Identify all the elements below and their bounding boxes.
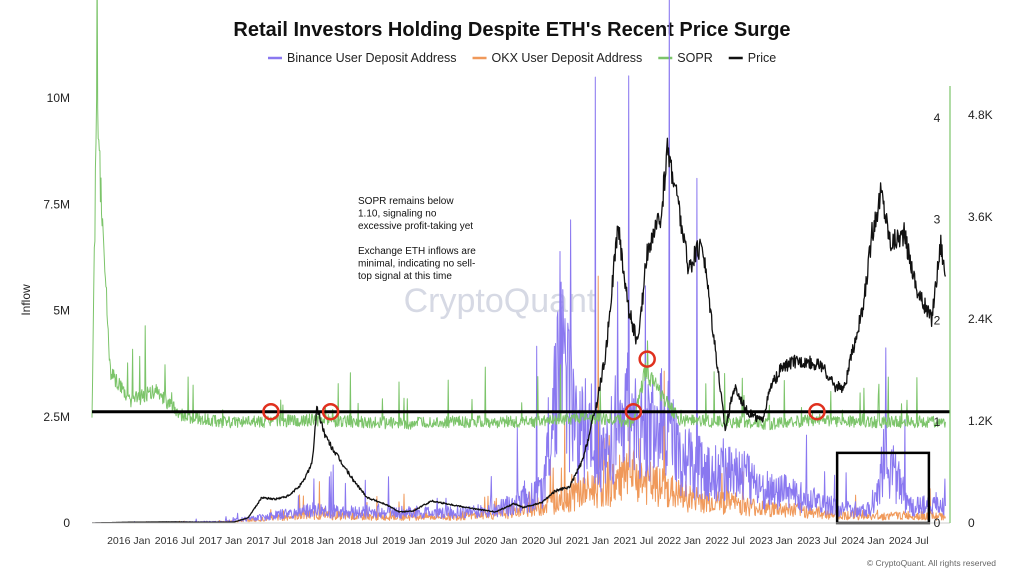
y-tick-sopr-0: 0 — [934, 516, 941, 530]
y-tick-left-0: 0 — [63, 516, 70, 530]
y-tick-sopr-3: 3 — [934, 212, 941, 226]
x-tick-5: 2018 Jul — [338, 535, 378, 547]
x-tick-1: 2016 Jul — [155, 535, 195, 547]
y-tick-price-0: 0 — [968, 516, 975, 530]
x-tick-8: 2020 Jan — [474, 535, 517, 547]
x-tick-6: 2019 Jan — [382, 535, 425, 547]
annotation-line-6: top signal at this time — [358, 271, 452, 282]
x-tick-14: 2023 Jan — [749, 535, 792, 547]
y-tick-price-1: 1.2K — [968, 414, 993, 428]
chart-title: Retail Investors Holding Despite ETH's R… — [233, 19, 790, 41]
legend-item-2: SOPR — [658, 51, 713, 65]
highlight-circle-3 — [638, 350, 656, 368]
y-tick-price-3: 3.6K — [968, 210, 993, 224]
legend-item-0: Binance User Deposit Address — [268, 51, 457, 65]
annotation-line-0: SOPR remains below — [358, 196, 454, 207]
x-tick-3: 2017 Jul — [247, 535, 287, 547]
annotation-text: SOPR remains below 1.10, signaling noexce… — [358, 196, 476, 282]
y-tick-left-2: 5M — [53, 304, 70, 318]
x-tick-13: 2022 Jul — [705, 535, 745, 547]
x-tick-12: 2022 Jan — [658, 535, 701, 547]
annotation-line-4: Exchange ETH inflows are — [358, 246, 476, 257]
y-tick-left-1: 2.5M — [43, 410, 70, 424]
series-line-binance-user-deposit-address — [92, 0, 946, 524]
x-tick-9: 2020 Jul — [522, 535, 562, 547]
watermark: CryptoQuant — [404, 282, 597, 320]
y-tick-price-4: 4.8K — [968, 108, 993, 122]
highlight-circle-0 — [262, 402, 280, 421]
legend-label-2: SOPR — [677, 51, 712, 65]
y-tick-price-2: 2.4K — [968, 312, 993, 326]
legend-label-0: Binance User Deposit Address — [287, 51, 457, 65]
legend-item-3: Price — [728, 51, 777, 65]
series-line-price — [91, 137, 947, 524]
highlight-circle-4 — [808, 402, 826, 421]
annotation-line-5: minimal, indicating no sell- — [358, 259, 475, 270]
x-tick-7: 2019 Jul — [430, 535, 470, 547]
legend-label-1: OKX User Deposit Address — [492, 51, 643, 65]
y-tick-sopr-2: 2 — [934, 314, 941, 328]
y-axis-label-left: Inflow — [19, 284, 33, 316]
legend: Binance User Deposit Address OKX User Dep… — [268, 51, 776, 65]
y-tick-sopr-1: 1 — [934, 415, 941, 429]
axes: 0 2.5M 5M 7.5M 10M 0 1 2 3 4 0 1.2K 2.4K 3.6K 4.8K 2016… — [43, 86, 993, 547]
highlight-circle-1 — [321, 402, 340, 421]
y-tick-sopr-4: 4 — [934, 111, 941, 125]
x-tick-2: 2017 Jan — [199, 535, 242, 547]
x-tick-0: 2016 Jan — [107, 535, 150, 547]
x-tick-4: 2018 Jan — [291, 535, 334, 547]
legend-item-1: OKX User Deposit Address — [472, 51, 643, 65]
highlight-circle-2 — [624, 402, 643, 421]
x-tick-11: 2021 Jul — [614, 535, 654, 547]
y-tick-left-4: 10M — [47, 91, 70, 105]
series-line-sopr — [91, 0, 946, 431]
plot-area — [91, 0, 950, 525]
x-tick-15: 2023 Jul — [797, 535, 837, 547]
x-tick-16: 2024 Jan — [841, 535, 884, 547]
legend-label-3: Price — [748, 51, 777, 65]
x-tick-17: 2024 Jul — [889, 535, 929, 547]
annotation-line-1: 1.10, signaling no — [358, 209, 437, 220]
copyright: © CryptoQuant. All rights reserved — [867, 558, 996, 568]
y-tick-left-3: 7.5M — [43, 197, 70, 211]
x-tick-10: 2021 Jan — [566, 535, 609, 547]
annotation-line-2: excessive profit-taking yet — [358, 221, 473, 232]
